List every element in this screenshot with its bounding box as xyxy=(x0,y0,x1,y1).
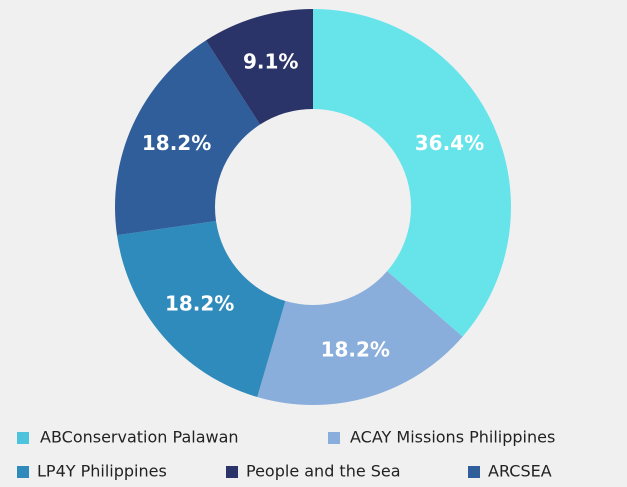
slice-label: 36.4% xyxy=(415,131,484,155)
donut-slice xyxy=(205,9,313,125)
legend-swatch xyxy=(468,466,480,478)
slice-label: 18.2% xyxy=(165,292,234,316)
legend-label: People and the Sea xyxy=(246,462,401,481)
slice-label: 18.2% xyxy=(321,337,390,361)
donut-slice xyxy=(313,9,511,337)
legend-label: LP4Y Philippines xyxy=(37,462,167,481)
legend-label: ARCSEA xyxy=(488,462,552,481)
legend-swatch xyxy=(226,466,238,478)
slice-label: 9.1% xyxy=(243,50,298,74)
legend-label: ACAY Missions Philippines xyxy=(350,428,555,447)
legend-label: ABConservation Palawan xyxy=(40,428,239,447)
donut-slice xyxy=(257,271,463,405)
donut-slice xyxy=(117,220,286,397)
legend-swatch xyxy=(328,432,340,444)
donut-slice xyxy=(115,40,261,236)
legend-swatch xyxy=(17,432,29,444)
legend-swatch xyxy=(17,466,29,478)
slice-label: 18.2% xyxy=(142,131,211,155)
